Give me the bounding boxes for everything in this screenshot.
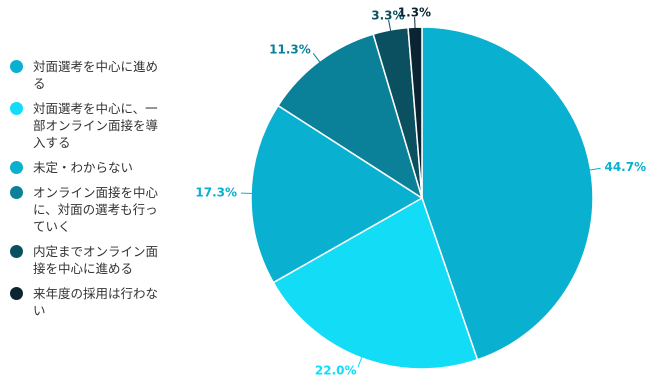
legend-label: 来年度の採用は行わない [33,286,159,318]
legend-marker [10,102,23,115]
legend-label: オンライン面接を中心に、対面の選考も行っていく [33,185,159,234]
legend-marker [10,245,23,258]
data-label: 17.3% [195,186,237,200]
leader-line [388,20,392,32]
data-label: 22.0% [315,364,357,378]
legend-label: 対面選考を中心に進める [33,59,159,91]
legend-item: 来年度の採用は行わない [8,285,178,319]
data-label: 44.7% [604,160,646,174]
legend-item: オンライン面接を中心に、対面の選考も行っていく [8,184,178,235]
leader-line [588,167,601,171]
legend-label: 内定までオンライン面接を中心に進める [33,244,159,276]
data-label: 3.3% [371,9,404,23]
legend-marker [10,186,23,199]
legend: 対面選考を中心に進める対面選考を中心に、一部オンライン面接を導入する未定・わから… [8,58,178,327]
legend-item: 対面選考を中心に、一部オンライン面接を導入する [8,100,178,151]
legend-marker [10,60,23,73]
legend-label: 未定・わからない [33,160,134,175]
leader-line [357,355,363,368]
data-label: 11.3% [269,43,311,57]
legend-label: 対面選考を中心に、一部オンライン面接を導入する [33,101,159,150]
leader-line [312,53,321,64]
legend-item: 対面選考を中心に進める [8,58,178,92]
legend-marker [10,161,23,174]
legend-marker [10,287,23,300]
data-label: 1.3% [398,6,431,20]
legend-item: 内定までオンライン面接を中心に進める [8,243,178,277]
legend-item: 未定・わからない [8,159,178,176]
